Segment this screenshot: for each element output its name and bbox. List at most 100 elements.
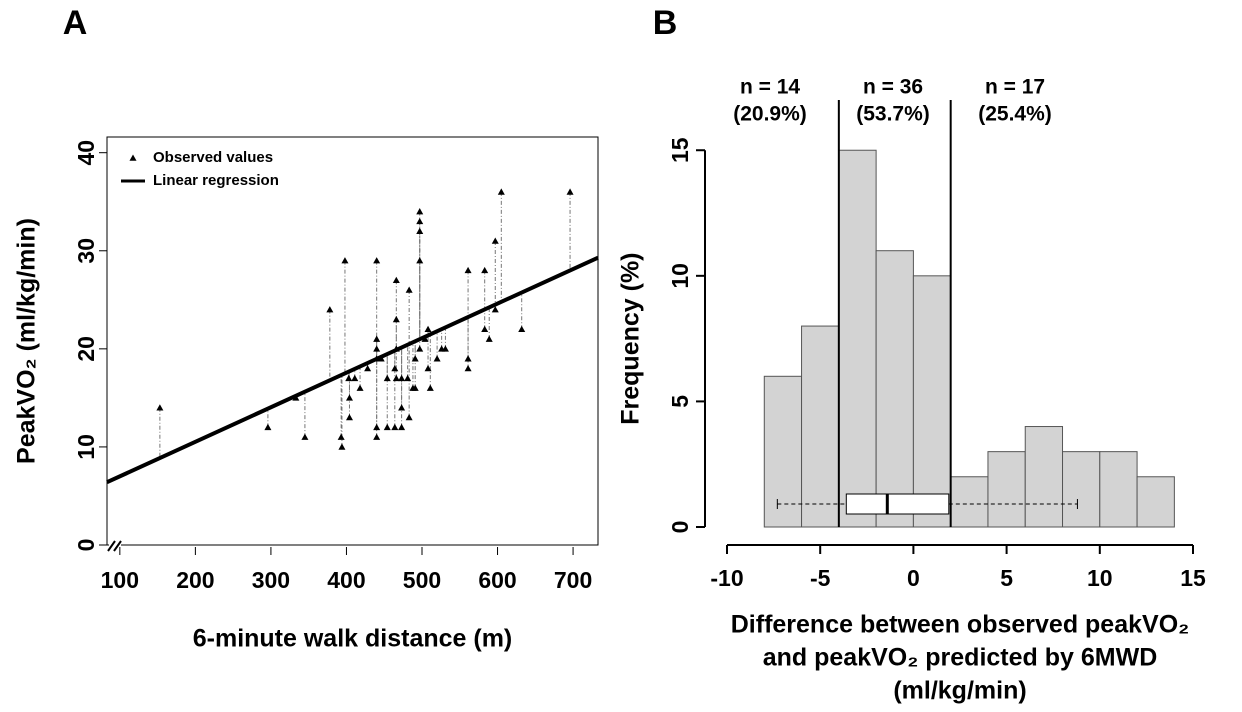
data-point	[373, 335, 381, 342]
y-tick-label: 20	[73, 336, 99, 362]
regression-line	[106, 255, 599, 485]
data-point	[391, 364, 399, 372]
x-axis-title: and peakVO₂ predicted by 6MWD	[763, 644, 1158, 672]
data-point	[301, 433, 309, 440]
data-point	[416, 257, 424, 264]
legend-marker	[129, 154, 137, 161]
y-tick-label: 15	[667, 137, 693, 163]
data-point	[491, 237, 499, 244]
plot-frame	[106, 136, 599, 546]
data-point	[383, 374, 391, 382]
x-tick-label: 5	[1000, 565, 1013, 591]
data-point	[481, 266, 489, 274]
data-point	[405, 414, 413, 421]
data-point	[351, 374, 359, 382]
x-tick-label: -10	[710, 565, 743, 591]
axis-break-gap	[109, 540, 121, 552]
x-axis-title: (ml/kg/min)	[893, 677, 1026, 705]
y-tick-label: 5	[667, 395, 693, 408]
x-tick-label: 600	[478, 567, 516, 593]
data-point	[518, 325, 526, 333]
y-tick-label: 40	[73, 140, 99, 166]
x-tick-label: 500	[403, 567, 441, 593]
data-point	[416, 345, 424, 352]
x-axis-title: 6-minute walk distance (m)	[193, 625, 513, 653]
data-point	[373, 257, 381, 264]
x-tick-label: 100	[101, 567, 139, 593]
histogram-bar	[763, 375, 803, 528]
annotation: (20.9%)	[733, 103, 807, 126]
y-tick-label: 10	[73, 434, 99, 460]
data-point	[405, 286, 413, 293]
data-point	[356, 384, 364, 391]
data-point	[424, 325, 432, 333]
x-tick-label: -5	[810, 565, 831, 591]
histogram-bar	[1099, 451, 1138, 528]
histogram-bar	[1136, 476, 1175, 528]
data-point	[345, 374, 353, 382]
data-point	[416, 227, 424, 234]
x-tick-label: 200	[176, 567, 214, 593]
histogram-bar	[875, 250, 914, 528]
data-point	[464, 364, 472, 372]
annotation: n = 17	[985, 76, 1045, 99]
data-point	[326, 306, 334, 313]
data-point	[416, 208, 424, 215]
histogram-bar	[912, 275, 952, 528]
data-point	[156, 404, 164, 411]
data-point	[398, 404, 406, 411]
x-axis-title: Difference between observed peakVO₂	[731, 611, 1190, 639]
data-point	[264, 423, 272, 431]
data-point	[383, 423, 391, 431]
histogram-bar	[987, 451, 1026, 528]
box	[845, 493, 950, 515]
axis-break	[113, 540, 122, 552]
data-point	[441, 345, 449, 352]
legend-label: Linear regression	[153, 172, 279, 189]
data-point	[345, 394, 353, 401]
data-point	[464, 266, 472, 274]
x-tick-label: 15	[1180, 565, 1206, 591]
data-point	[398, 374, 406, 382]
annotation: (53.7%)	[856, 103, 930, 126]
annotation: n = 36	[863, 76, 923, 99]
y-tick-label: 0	[667, 521, 693, 534]
y-tick-label: 0	[73, 539, 99, 552]
data-point	[426, 384, 434, 391]
data-point	[338, 443, 346, 450]
data-point	[433, 355, 441, 362]
legend-label: Observed values	[153, 149, 273, 166]
axis-break	[107, 540, 116, 552]
data-point	[373, 423, 381, 431]
data-point	[416, 217, 424, 225]
data-point	[404, 374, 412, 382]
data-point	[398, 423, 406, 431]
x-tick-label: 10	[1087, 565, 1113, 591]
data-point	[341, 257, 349, 264]
histogram-bar	[1062, 451, 1101, 528]
x-tick-label: 700	[554, 567, 592, 593]
x-tick-label: 0	[907, 565, 920, 591]
histogram-bar	[1024, 426, 1064, 528]
data-point	[485, 335, 493, 342]
histogram-bar	[950, 476, 989, 528]
data-point	[481, 325, 489, 333]
x-tick-label: 300	[252, 567, 290, 593]
data-point	[411, 355, 419, 362]
data-point	[345, 414, 353, 421]
data-point	[497, 188, 505, 195]
data-point	[364, 364, 372, 372]
histogram-bar	[801, 325, 840, 528]
y-axis-title: PeakVO₂ (ml/kg/min)	[13, 218, 41, 464]
data-point	[373, 433, 381, 440]
annotation: (25.4%)	[978, 103, 1052, 126]
data-point	[377, 355, 385, 362]
histogram-bar	[838, 149, 877, 528]
data-point	[464, 355, 472, 362]
data-point	[421, 335, 429, 342]
y-tick-label: 10	[667, 263, 693, 289]
y-axis-title: Frequency (%)	[617, 252, 645, 424]
data-point	[391, 423, 399, 431]
x-tick-label: 400	[327, 567, 365, 593]
